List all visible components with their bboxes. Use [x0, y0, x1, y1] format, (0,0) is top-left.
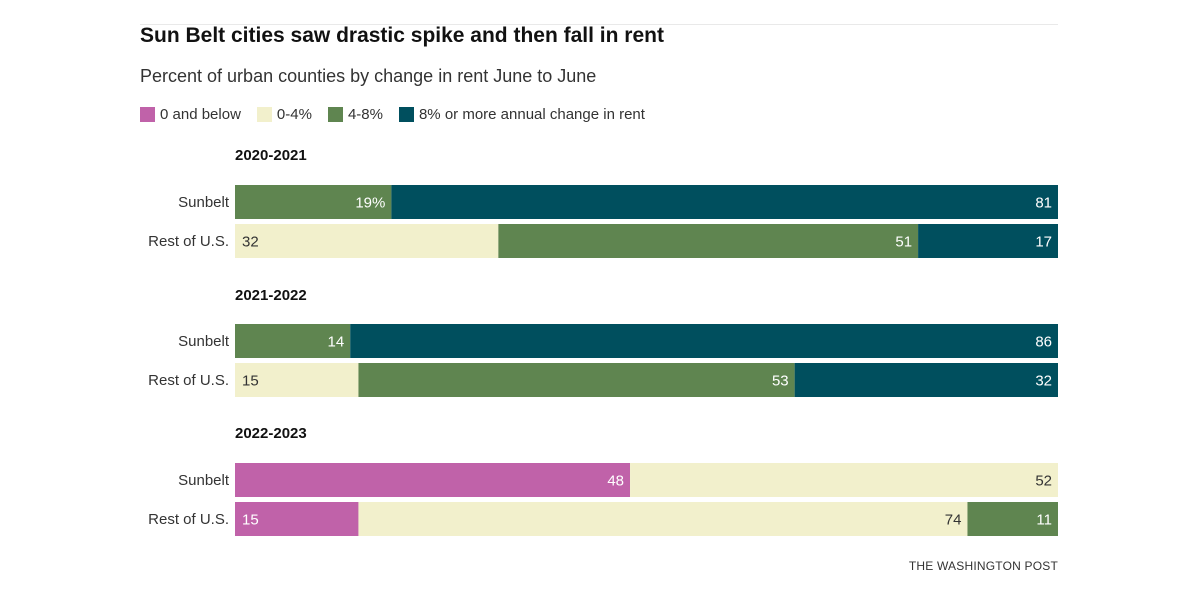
data-label: 52	[1035, 473, 1052, 490]
legend-label-high: 8% or more annual change in rent	[418, 106, 645, 123]
chart-subtitle: Percent of urban counties by change in r…	[140, 66, 597, 86]
data-label: 32	[1035, 373, 1052, 390]
legend-item-low: 0-4%	[256, 106, 312, 123]
data-label: 74	[945, 512, 962, 529]
row-label: Rest of U.S.	[148, 233, 229, 250]
legend: 0 and below 0-4% 4-8% 8% or more annual …	[140, 106, 661, 123]
data-label: 17	[1035, 234, 1052, 251]
bar-segment-below	[235, 502, 359, 536]
row-label: Sunbelt	[178, 194, 230, 211]
group-label: 2021-2022	[235, 287, 307, 304]
data-label: 15	[242, 373, 259, 390]
data-label: 11	[1036, 512, 1052, 529]
data-label: 81	[1035, 195, 1052, 212]
legend-label-low: 0-4%	[276, 106, 312, 123]
bar-segment-mid	[498, 224, 919, 258]
data-label: 14	[328, 334, 345, 351]
bar-segment-mid	[235, 185, 392, 219]
bar-segment-mid	[967, 502, 1058, 536]
legend-swatch-low	[256, 107, 272, 122]
bar-segment-high	[918, 224, 1058, 258]
bar-segment-low	[235, 224, 499, 258]
bar-segment-high	[391, 185, 1058, 219]
data-label: 32	[242, 234, 259, 251]
data-label: 19%	[355, 195, 385, 212]
bar-segment-low	[358, 502, 968, 536]
row-label: Rest of U.S.	[148, 511, 229, 528]
row-label: Sunbelt	[178, 472, 230, 489]
legend-item-mid: 4-8%	[327, 106, 383, 123]
row-label: Rest of U.S.	[148, 372, 229, 389]
row-label: Sunbelt	[178, 333, 230, 350]
bar-segment-low	[235, 363, 359, 397]
legend-label-mid: 4-8%	[347, 106, 383, 123]
legend-label-below: 0 and below	[160, 106, 241, 123]
legend-item-below: 0 and below	[140, 106, 241, 123]
data-label: 53	[772, 373, 789, 390]
top-rule	[140, 24, 1058, 25]
legend-swatch-high	[398, 107, 414, 122]
bar-segment-low	[630, 463, 1058, 497]
legend-swatch-below	[140, 107, 155, 122]
legend-item-high: 8% or more annual change in rent	[398, 106, 645, 123]
data-label: 15	[242, 512, 259, 529]
bar-segment-mid	[235, 324, 351, 358]
group-label: 2022-2023	[235, 425, 307, 442]
bar-segment-high	[794, 363, 1058, 397]
chart-title: Sun Belt cities saw drastic spike and th…	[140, 24, 664, 47]
group-label: 2020-2021	[235, 147, 307, 164]
bar-segment-mid	[358, 363, 795, 397]
data-label: 86	[1035, 334, 1052, 351]
bar-segment-below	[235, 463, 631, 497]
source-credit: THE WASHINGTON POST	[908, 559, 1058, 573]
data-label: 48	[607, 473, 624, 490]
bar-segment-high	[350, 324, 1059, 358]
legend-swatch-mid	[327, 107, 343, 122]
data-label: 51	[895, 234, 912, 251]
